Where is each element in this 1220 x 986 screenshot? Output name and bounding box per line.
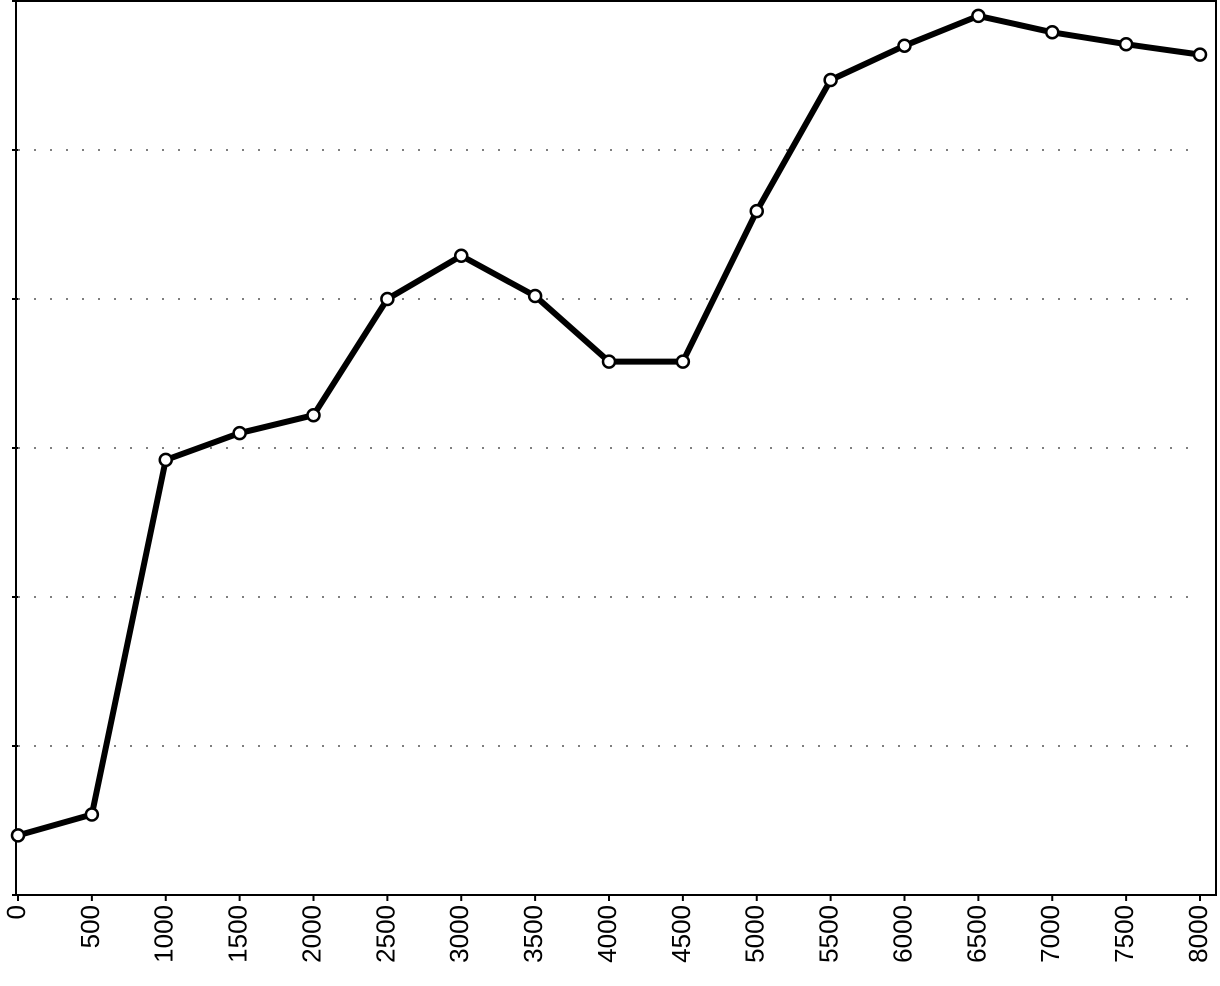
data-point xyxy=(527,288,543,304)
data-line xyxy=(17,12,1201,839)
x-tick-label: 8000 xyxy=(1183,905,1213,963)
data-point xyxy=(601,354,617,369)
x-tick-label: 6000 xyxy=(887,905,917,963)
data-point xyxy=(84,807,100,822)
data-point xyxy=(1045,25,1060,40)
x-tick-label: 4000 xyxy=(592,905,622,963)
x-tick-label: 2000 xyxy=(296,905,326,963)
data-point xyxy=(1192,47,1208,62)
data-point xyxy=(380,291,395,307)
data-point xyxy=(897,38,912,53)
x-tick-label: 3500 xyxy=(518,905,548,963)
x-tick-label: 7000 xyxy=(1035,905,1065,963)
data-point xyxy=(1118,36,1134,52)
x-tick-label: 5500 xyxy=(814,905,844,963)
x-tick-label: 6500 xyxy=(961,905,991,963)
data-point xyxy=(10,828,26,843)
data-point xyxy=(232,425,247,441)
x-tick-label: 4500 xyxy=(666,905,696,963)
data-point xyxy=(749,203,764,219)
plot-frame xyxy=(15,0,1217,896)
x-tick-label: 3000 xyxy=(444,905,474,963)
data-point xyxy=(306,407,321,423)
x-tick-label: 0 xyxy=(1,905,31,919)
x-tick-label: 2500 xyxy=(370,905,400,963)
x-tick-label: 500 xyxy=(75,905,105,948)
x-tick-label: 5000 xyxy=(740,905,770,963)
data-point xyxy=(823,72,838,88)
data-point xyxy=(454,248,469,264)
x-tick-label: 1500 xyxy=(223,905,253,963)
x-tick-label: 1000 xyxy=(149,905,179,963)
x-tick-label: 7500 xyxy=(1109,905,1139,963)
data-point xyxy=(675,354,691,369)
data-point xyxy=(158,452,173,468)
data-point xyxy=(971,8,986,24)
